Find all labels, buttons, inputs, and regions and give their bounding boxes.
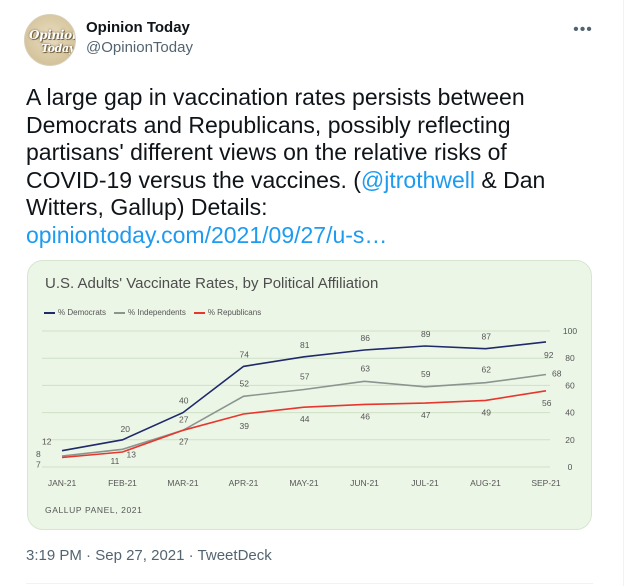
legend-label-independents: % Independents (128, 308, 186, 317)
y-tick-label: 0 (568, 462, 573, 472)
author-block[interactable]: Opinion Today @OpinionToday (86, 18, 193, 58)
legend-item: % Independents (114, 308, 186, 317)
x-tick-label: JUL-21 (411, 478, 439, 488)
data-label: 59 (421, 369, 431, 379)
x-tick-label: AUG-21 (470, 478, 501, 488)
data-label: 46 (361, 411, 371, 421)
line-chart: 0 20 40 60 80 100 JAN-21 FEB-21 MAR-21 APR-21 MAY-… (36, 326, 578, 488)
y-tick-label: 80 (565, 353, 575, 363)
meta-separator: · (86, 547, 92, 564)
chart-data-labels: 12 20 40 74 81 86 89 87 92 8 52 57 63 59 62 68 7 11 27 39 44… (36, 329, 562, 470)
data-label: 49 (482, 407, 492, 417)
legend-swatch-republicans (193, 311, 205, 314)
series-line-1 (61, 373, 547, 457)
data-label: 63 (361, 363, 371, 373)
data-label: 7 (36, 459, 41, 469)
avatar-text-line2: Today (41, 42, 75, 55)
data-label: 74 (240, 349, 250, 359)
tweet-text-part2: & Dan Witters, Gallup) Details: (26, 166, 546, 221)
x-tick-label: FEB-21 (108, 478, 137, 488)
data-label: 8 (36, 449, 41, 459)
data-label: 68 (552, 369, 562, 379)
three-dots-icon[interactable]: ••• (573, 21, 593, 38)
data-label: 44 (300, 414, 310, 424)
data-label: 39 (240, 421, 250, 431)
data-label: 40 (179, 396, 189, 406)
chart-image-card[interactable]: 0 20 40 60 80 100 JAN-21 FEB-21 MAR-21 APR-21 MAY-… (27, 260, 592, 530)
legend-item: % Republicans (193, 308, 262, 317)
data-label: 87 (482, 332, 492, 342)
tweet-text: A large gap in vaccination rates persist… (26, 84, 586, 249)
legend-item: % Democrats (44, 308, 106, 317)
y-tick-label: 40 (565, 408, 575, 418)
data-label: 12 (42, 437, 52, 447)
tweet-client[interactable]: TweetDeck (197, 547, 272, 564)
author-name[interactable]: Opinion Today (86, 19, 190, 36)
data-label: 52 (240, 378, 250, 388)
data-label: 11 (111, 456, 120, 466)
data-label: 89 (421, 329, 431, 339)
avatar[interactable]: Opinion Today (24, 14, 76, 66)
chart-grid (42, 330, 550, 468)
x-tick-label: SEP-21 (531, 478, 561, 488)
x-tick-label: MAY-21 (289, 478, 319, 488)
chart-lines (61, 341, 547, 459)
y-tick-label: 100 (563, 326, 577, 336)
data-label: 56 (542, 398, 552, 408)
x-tick-label: JAN-21 (48, 478, 77, 488)
data-label: 92 (544, 350, 554, 360)
divider (26, 583, 593, 584)
data-label: 13 (127, 449, 137, 459)
data-label: 27 (179, 436, 189, 446)
data-label: 27 (179, 414, 189, 424)
series-line-2 (61, 390, 547, 459)
tweet-text-part1: A large gap in vaccination rates persist… (26, 84, 525, 193)
details-link[interactable]: opiniontoday.com/2021/09/27/u-s… (26, 221, 388, 248)
mention-link[interactable]: @jtrothwell (360, 166, 476, 193)
chart-source: GALLUP PANEL, 2021 (45, 505, 143, 515)
x-tick-label: JUN-21 (350, 478, 379, 488)
legend-label-republicans: % Republicans (207, 308, 262, 317)
avatar-text-line1: Opinion (29, 28, 76, 42)
data-label: 86 (361, 333, 371, 343)
series-line-0 (61, 341, 547, 452)
data-label: 81 (300, 340, 310, 350)
tweet-time[interactable]: 3:19 PM (26, 547, 82, 564)
chart-legend: % Democrats % Independents % Republicans (44, 308, 261, 317)
data-label: 62 (482, 365, 492, 375)
chart-tick-labels: 0 20 40 60 80 100 JAN-21 FEB-21 MAR-21 APR-21 MAY-… (48, 326, 578, 488)
chart-title: U.S. Adults' Vaccinate Rates, by Politic… (45, 275, 379, 292)
author-handle[interactable]: @OpinionToday (86, 39, 193, 56)
meta-separator: · (188, 547, 194, 564)
tweet-meta: 3:19 PM · Sep 27, 2021 · TweetDeck (26, 547, 272, 564)
data-label: 20 (121, 424, 131, 434)
data-label: 47 (421, 410, 431, 420)
legend-swatch-democrats (44, 311, 55, 314)
legend-swatch-independents (114, 311, 126, 314)
x-tick-label: APR-21 (229, 478, 259, 488)
tweet-date[interactable]: Sep 27, 2021 (95, 547, 185, 564)
data-label: 57 (300, 371, 310, 381)
y-tick-label: 60 (565, 380, 575, 390)
x-tick-label: MAR-21 (167, 478, 198, 488)
y-tick-label: 20 (565, 435, 575, 445)
legend-label-democrats: % Democrats (58, 308, 107, 317)
